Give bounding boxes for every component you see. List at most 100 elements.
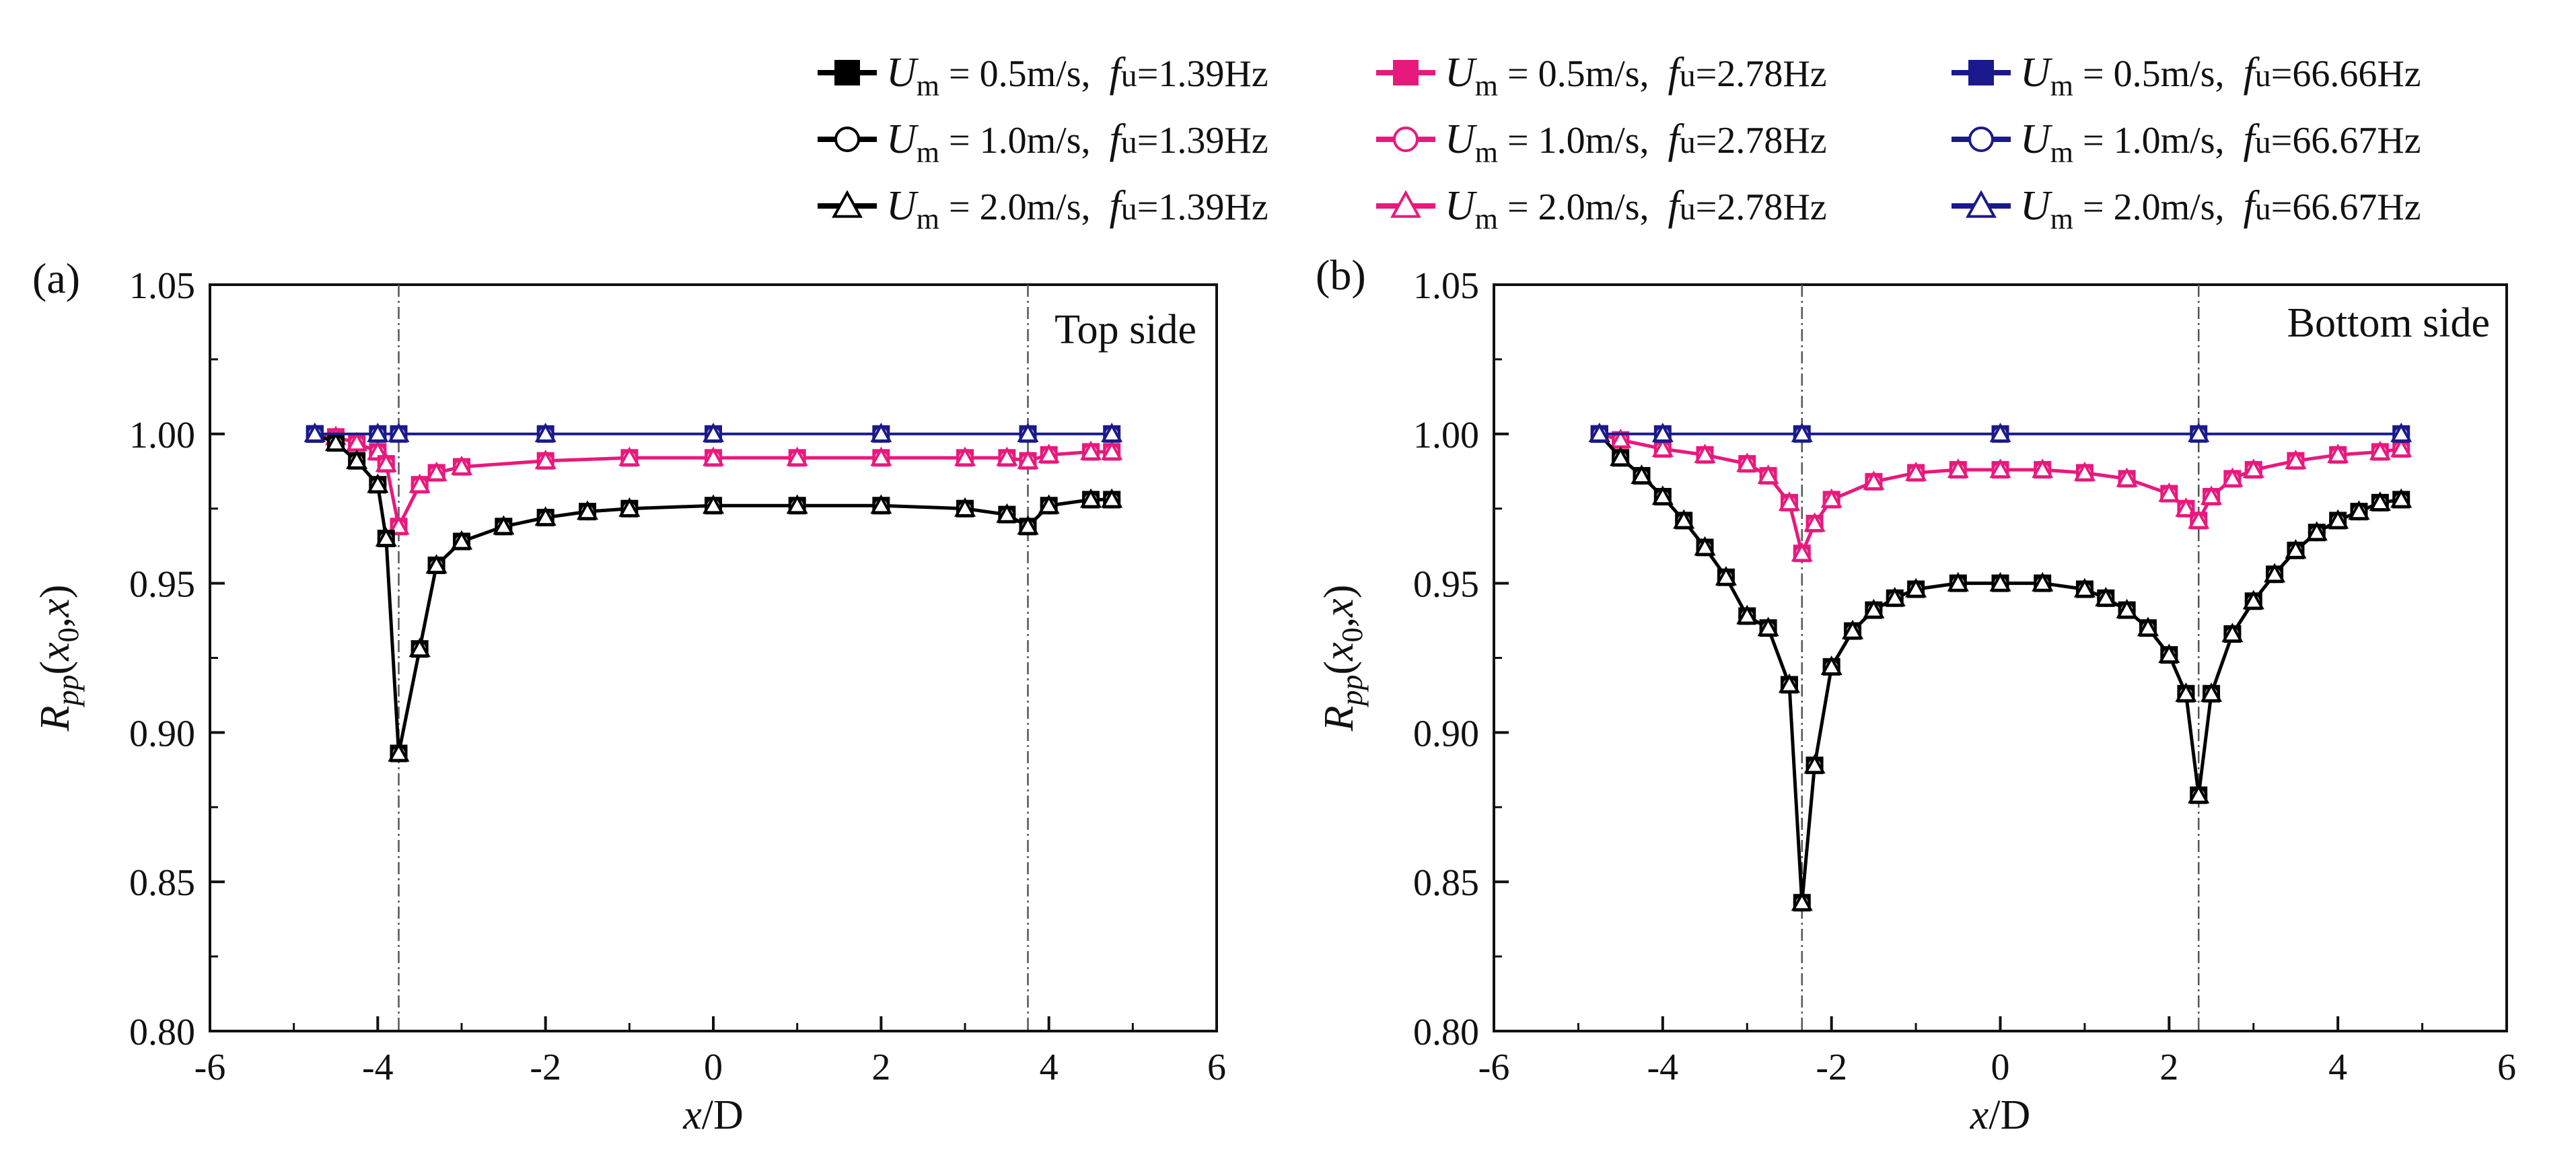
data-point xyxy=(1947,458,1969,479)
legend-f-value: =66.66Hz xyxy=(2271,53,2421,95)
legend-marker xyxy=(1968,60,1994,85)
data-point xyxy=(2032,571,2054,592)
data-point xyxy=(2116,467,2138,487)
data-point xyxy=(1651,423,1674,442)
data-point xyxy=(367,423,389,442)
y-tick-label: 1.05 xyxy=(1413,265,1479,307)
data-point xyxy=(1101,423,1123,442)
data-point xyxy=(1884,587,1906,606)
data-point xyxy=(1651,437,1674,458)
x-axis-title: x/D xyxy=(1970,1092,2031,1138)
data-point xyxy=(534,506,557,526)
x-tick-label: -2 xyxy=(1816,1047,1847,1088)
x-tick-label: 2 xyxy=(871,1047,890,1088)
y-tick-label: 1.00 xyxy=(1413,415,1479,456)
series-line xyxy=(314,432,1112,754)
legend-label: Um = 2.0m/s, fu=66.67Hz xyxy=(2020,183,2421,236)
legend-f-value: =1.39Hz xyxy=(1137,120,1268,162)
x-tick-label: 2 xyxy=(2159,1047,2178,1088)
x-tick-label: 0 xyxy=(1991,1047,2010,1088)
legend-entry: Um = 0.5m/s, fu=1.39Hz xyxy=(818,50,1268,102)
data-point xyxy=(425,554,448,574)
data-point xyxy=(702,423,725,442)
data-point xyxy=(1905,461,1927,481)
data-point xyxy=(2221,467,2244,487)
y-tick-label: 1.00 xyxy=(129,415,195,456)
data-point xyxy=(1736,452,1758,472)
panel-annotation: Top side xyxy=(1054,307,1196,353)
x-tick-label: -4 xyxy=(362,1047,394,1088)
x-tick-label: 4 xyxy=(2328,1047,2347,1088)
legend-marker xyxy=(834,60,860,85)
data-point xyxy=(618,446,641,466)
y-tick-label: 0.85 xyxy=(129,862,195,904)
data-point xyxy=(388,423,410,442)
data-point xyxy=(1673,509,1695,529)
y-tick-label: 0.90 xyxy=(129,713,195,754)
data-point xyxy=(2175,682,2197,702)
data-series xyxy=(303,423,1123,536)
data-point xyxy=(1757,616,1779,637)
y-axis-title: Rpp(x0,x) xyxy=(32,585,85,732)
data-point xyxy=(702,494,725,514)
data-point xyxy=(2200,485,2223,505)
panel-label: (a) xyxy=(32,254,80,302)
data-point xyxy=(1610,446,1632,466)
data-point xyxy=(2073,577,2096,598)
data-point xyxy=(2390,437,2412,458)
y-tick-label: 0.80 xyxy=(129,1012,195,1053)
legend-u-value: = 0.5m/s, xyxy=(939,53,1100,95)
data-point xyxy=(1778,491,1801,511)
data-point xyxy=(1038,494,1060,514)
legend-label: Um = 1.0m/s, fu=66.67Hz xyxy=(2020,116,2421,169)
data-point xyxy=(1905,577,1927,598)
data-point xyxy=(1989,423,2011,442)
data-point xyxy=(1017,449,1039,469)
data-point xyxy=(1694,444,1716,463)
data-point xyxy=(2285,539,2307,559)
legend-label: Um = 0.5m/s, fu=1.39Hz xyxy=(886,50,1268,102)
legend-label: Um = 0.5m/s, fu=2.78Hz xyxy=(1445,50,1827,102)
data-point xyxy=(1778,673,1801,693)
data-point xyxy=(2221,623,2244,643)
y-tick-label: 0.90 xyxy=(1413,713,1479,754)
data-series xyxy=(303,423,1123,443)
data-point xyxy=(1820,488,1842,508)
data-point xyxy=(2200,682,2223,702)
legend-entry: Um = 2.0m/s, fu=1.39Hz xyxy=(818,183,1268,236)
y-tick-label: 0.85 xyxy=(1413,862,1479,904)
data-point xyxy=(408,473,431,493)
data-point xyxy=(1631,464,1653,485)
data-point xyxy=(2327,444,2349,463)
data-point xyxy=(1989,571,2011,592)
data-point xyxy=(1101,440,1123,460)
data-point xyxy=(1017,423,1039,442)
data-point xyxy=(2188,423,2210,442)
data-point xyxy=(375,527,397,547)
legend-f-value: =66.67Hz xyxy=(2271,186,2421,228)
data-point xyxy=(303,423,326,442)
data-point xyxy=(388,515,410,535)
data-point xyxy=(2285,449,2307,469)
legend-u-value: = 0.5m/s, xyxy=(1498,53,1659,95)
legend-entry: Um = 2.0m/s, fu=2.78Hz xyxy=(1376,183,1827,236)
data-point xyxy=(1715,565,1737,586)
data-point xyxy=(1803,512,1826,532)
data-point xyxy=(2369,440,2391,460)
legend-marker xyxy=(1390,190,1421,218)
data-point xyxy=(1989,458,2011,479)
data-point xyxy=(2242,458,2264,479)
data-point xyxy=(996,503,1018,523)
legend-u-value: = 2.0m/s, xyxy=(2073,186,2234,228)
legend-marker xyxy=(1393,60,1419,85)
data-point xyxy=(2369,491,2391,511)
x-tick-label: 6 xyxy=(2497,1047,2516,1088)
data-point xyxy=(2175,497,2197,517)
data-point xyxy=(2137,616,2159,637)
data-point xyxy=(2116,598,2138,619)
data-point xyxy=(425,461,448,481)
data-point xyxy=(388,742,410,762)
y-tick-label: 0.95 xyxy=(1413,564,1479,606)
data-point xyxy=(1694,536,1716,556)
